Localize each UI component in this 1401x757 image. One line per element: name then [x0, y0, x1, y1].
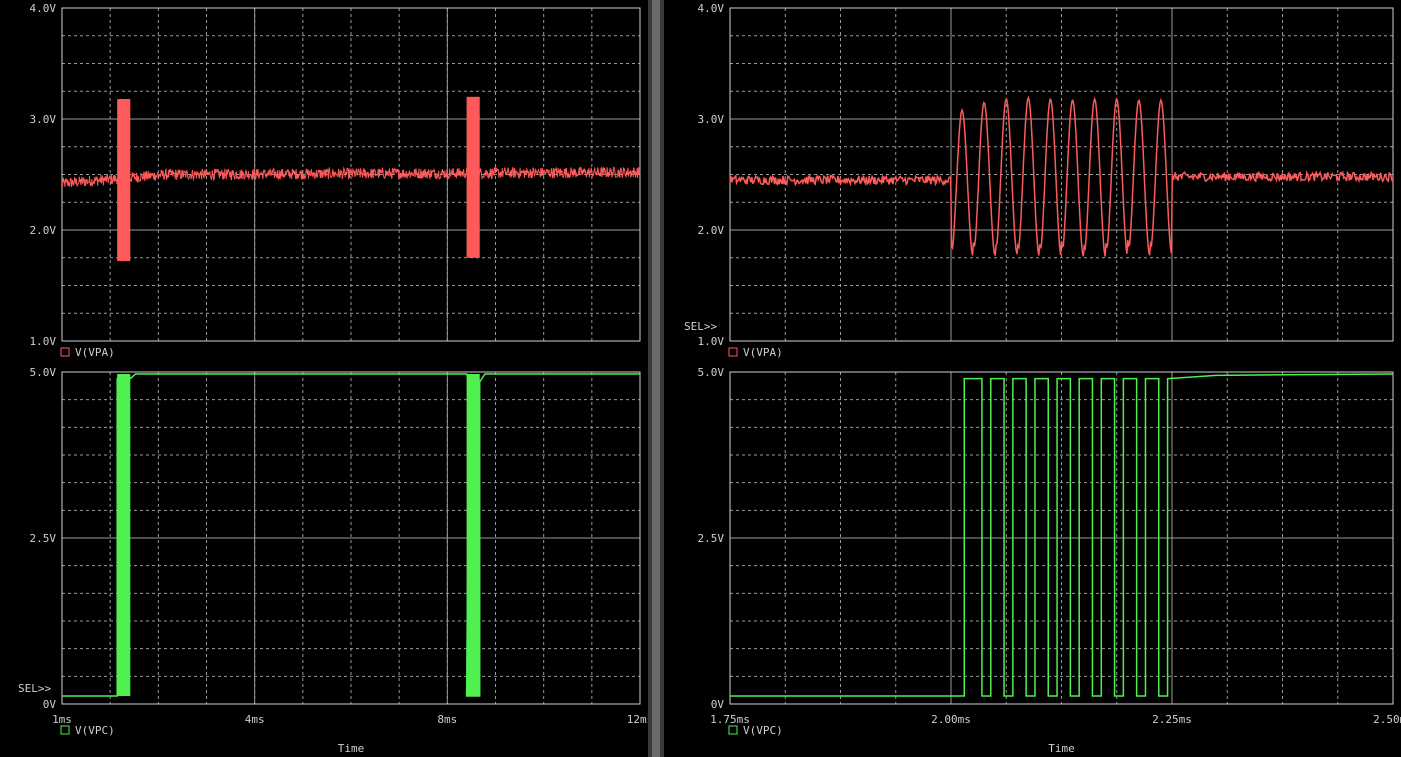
y-tick-label: 1.0V: [30, 335, 57, 348]
burst-mark: [467, 374, 480, 696]
burst-mark: [117, 374, 130, 696]
y-tick-label: 4.0V: [698, 2, 725, 15]
y-tick-label: 3.0V: [698, 113, 725, 126]
y-tick-label: 0V: [711, 698, 725, 711]
plot-bottom: 0V 2.5V 5.0V: [698, 366, 1394, 711]
x-tick-label: 1ms: [52, 713, 72, 726]
x-tick-label: 2.00ms: [931, 713, 971, 726]
x-tick-label: 12ms: [627, 713, 648, 726]
plot-bottom: 0V 2.5V 5.0V: [30, 366, 641, 711]
burst-mark: [117, 99, 130, 261]
y-tick-label: 5.0V: [30, 366, 57, 379]
legend-swatch: [61, 348, 69, 356]
legend-swatch: [61, 726, 69, 734]
x-tick-label: 4ms: [245, 713, 265, 726]
right-probe-window: 1.0V 2.0V 3.0V 4.0V V(VPA) 0V 2.5V 5.0V V(VPC) 1.…: [664, 0, 1401, 757]
y-tick-label: 3.0V: [30, 113, 57, 126]
legend-swatch: [729, 726, 737, 734]
plot-top: 1.0V 2.0V 3.0V 4.0V: [30, 2, 641, 348]
y-tick-label: 4.0V: [30, 2, 57, 15]
x-axis-label: Time: [1048, 742, 1075, 755]
y-tick-label: 5.0V: [698, 366, 725, 379]
y-tick-label: 2.0V: [698, 224, 725, 237]
pane-splitter[interactable]: [648, 0, 664, 757]
y-tick-label: 0V: [43, 698, 57, 711]
left-chart[interactable]: 1.0V 2.0V 3.0V 4.0V V(VPA) 0V 2.5V 5.0V V(VPC)1m…: [0, 0, 648, 757]
legend-swatch: [729, 348, 737, 356]
sel-marker: SEL>>: [18, 682, 51, 695]
x-tick-label: 1.75ms: [710, 713, 750, 726]
y-tick-label: 1.0V: [698, 335, 725, 348]
legend-label: V(VPC): [75, 724, 115, 737]
x-tick-label: 8ms: [437, 713, 457, 726]
legend-label: V(VPA): [743, 346, 783, 359]
y-tick-label: 2.0V: [30, 224, 57, 237]
x-tick-label: 2.50ms: [1373, 713, 1401, 726]
burst-mark: [467, 97, 480, 258]
left-probe-window: 1.0V 2.0V 3.0V 4.0V V(VPA) 0V 2.5V 5.0V V(VPC) 1m…: [0, 0, 648, 757]
x-tick-label: 2.25ms: [1152, 713, 1192, 726]
y-tick-label: 2.5V: [30, 532, 57, 545]
sel-marker: SEL>>: [684, 320, 717, 333]
x-axis-label: Time: [338, 742, 365, 755]
legend-label: V(VPA): [75, 346, 115, 359]
plot-top: 1.0V 2.0V 3.0V 4.0V: [698, 2, 1394, 348]
y-tick-label: 2.5V: [698, 532, 725, 545]
right-chart[interactable]: 1.0V2.0V3.0V4.0VV(VPA)0V2.5V5.0VV(VPC)1.…: [664, 0, 1401, 757]
